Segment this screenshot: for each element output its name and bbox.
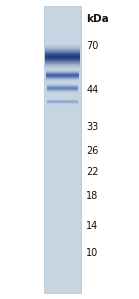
- Bar: [45, 66, 80, 67]
- Bar: [45, 61, 80, 62]
- Text: kDa: kDa: [86, 14, 109, 25]
- Bar: [45, 63, 80, 64]
- Bar: [45, 53, 80, 54]
- Bar: [45, 48, 80, 49]
- Bar: [45, 52, 80, 53]
- Bar: [45, 45, 80, 46]
- Text: 44: 44: [86, 85, 98, 95]
- Text: 14: 14: [86, 221, 98, 231]
- Bar: [45, 64, 80, 65]
- Bar: [45, 56, 80, 57]
- Text: 22: 22: [86, 167, 99, 177]
- Bar: [45, 68, 80, 69]
- Bar: [45, 60, 80, 61]
- Text: 18: 18: [86, 191, 98, 201]
- Bar: [45, 46, 80, 47]
- Bar: [45, 67, 80, 68]
- Text: 10: 10: [86, 248, 98, 258]
- Text: 26: 26: [86, 146, 99, 156]
- Bar: [45, 57, 80, 58]
- Text: 33: 33: [86, 122, 98, 132]
- Bar: [44, 6, 81, 293]
- Bar: [45, 65, 80, 66]
- Bar: [45, 54, 80, 55]
- Bar: [45, 49, 80, 50]
- Bar: [45, 47, 80, 48]
- Text: 70: 70: [86, 41, 99, 51]
- Bar: [45, 59, 80, 60]
- Bar: [45, 55, 80, 56]
- Bar: [45, 51, 80, 52]
- Bar: [45, 58, 80, 59]
- Bar: [45, 62, 80, 63]
- Bar: [45, 50, 80, 51]
